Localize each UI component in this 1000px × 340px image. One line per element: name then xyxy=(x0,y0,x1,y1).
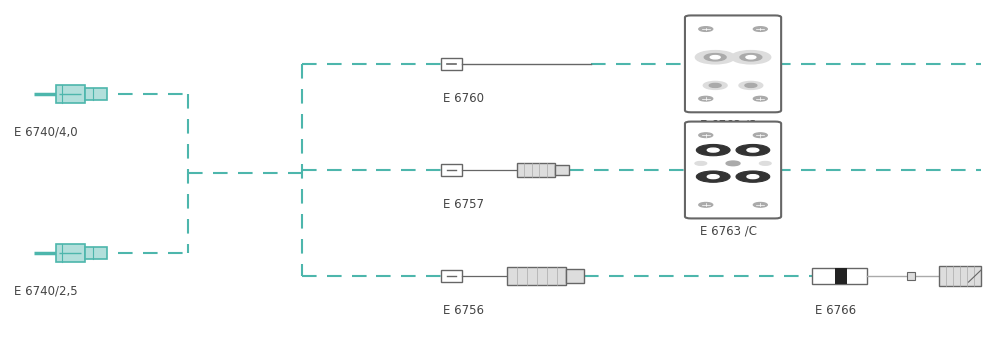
FancyBboxPatch shape xyxy=(507,267,566,285)
Circle shape xyxy=(746,55,756,59)
Circle shape xyxy=(696,144,730,156)
Text: E 6760: E 6760 xyxy=(443,92,484,105)
FancyBboxPatch shape xyxy=(56,244,85,262)
Circle shape xyxy=(696,171,730,182)
Circle shape xyxy=(731,51,771,64)
Circle shape xyxy=(699,203,713,207)
Circle shape xyxy=(753,27,767,31)
FancyBboxPatch shape xyxy=(517,163,555,177)
FancyBboxPatch shape xyxy=(441,270,462,282)
Circle shape xyxy=(736,144,770,156)
Text: E 6757: E 6757 xyxy=(443,198,484,211)
FancyBboxPatch shape xyxy=(685,122,781,218)
Circle shape xyxy=(707,175,719,178)
Circle shape xyxy=(704,54,726,61)
Text: E 6756: E 6756 xyxy=(443,304,484,317)
Text: E 6766: E 6766 xyxy=(815,304,856,317)
Bar xyxy=(835,268,847,285)
FancyBboxPatch shape xyxy=(685,15,781,112)
FancyBboxPatch shape xyxy=(566,269,584,283)
Text: E 6763 /S: E 6763 /S xyxy=(700,119,756,132)
Circle shape xyxy=(736,171,770,182)
Circle shape xyxy=(745,83,757,87)
Circle shape xyxy=(740,54,762,61)
Circle shape xyxy=(747,148,759,152)
Circle shape xyxy=(726,161,740,166)
FancyBboxPatch shape xyxy=(939,266,981,286)
Text: E 6740/4,0: E 6740/4,0 xyxy=(14,125,78,138)
Circle shape xyxy=(699,27,713,31)
Circle shape xyxy=(709,83,721,87)
Circle shape xyxy=(707,148,719,152)
Circle shape xyxy=(753,133,767,137)
Circle shape xyxy=(710,55,720,59)
FancyBboxPatch shape xyxy=(56,85,85,103)
FancyBboxPatch shape xyxy=(441,57,462,70)
FancyBboxPatch shape xyxy=(812,268,867,285)
Circle shape xyxy=(703,82,727,89)
FancyBboxPatch shape xyxy=(555,165,569,175)
Circle shape xyxy=(753,96,767,101)
Circle shape xyxy=(695,162,707,165)
FancyBboxPatch shape xyxy=(85,88,107,100)
Circle shape xyxy=(699,133,713,137)
FancyBboxPatch shape xyxy=(85,247,107,259)
Circle shape xyxy=(753,203,767,207)
Text: E 6763 /C: E 6763 /C xyxy=(700,225,757,238)
Circle shape xyxy=(699,96,713,101)
Bar xyxy=(907,272,915,280)
Text: E 6740/2,5: E 6740/2,5 xyxy=(14,285,78,298)
FancyBboxPatch shape xyxy=(441,164,462,176)
Circle shape xyxy=(739,82,763,89)
Circle shape xyxy=(759,162,771,165)
Circle shape xyxy=(695,51,735,64)
Circle shape xyxy=(747,175,759,178)
